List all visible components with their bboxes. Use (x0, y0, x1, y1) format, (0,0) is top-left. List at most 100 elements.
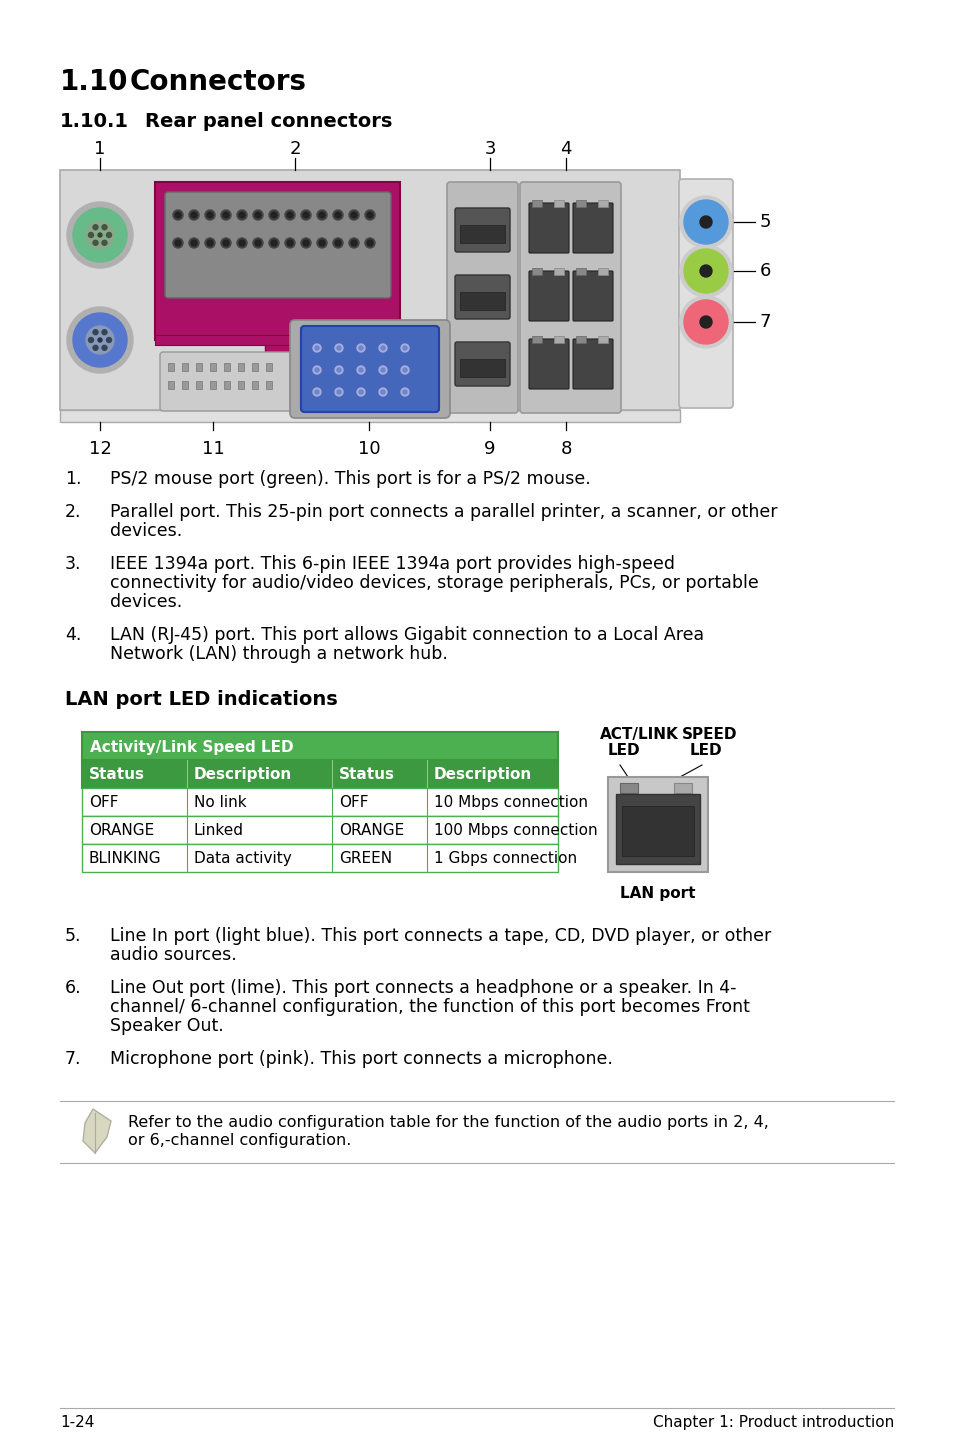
FancyBboxPatch shape (455, 342, 510, 385)
Bar (266, 362, 272, 371)
Text: PS/2 mouse port (green). This port is for a PS/2 mouse.: PS/2 mouse port (green). This port is fo… (110, 470, 590, 487)
FancyBboxPatch shape (447, 183, 517, 413)
Circle shape (335, 344, 343, 352)
Text: 1.10: 1.10 (60, 68, 129, 96)
Circle shape (367, 240, 373, 246)
Bar (237, 381, 244, 390)
Text: ACT/LINK: ACT/LINK (599, 728, 678, 742)
Circle shape (269, 210, 278, 220)
Circle shape (335, 388, 343, 395)
Circle shape (254, 240, 261, 246)
Bar (266, 381, 272, 390)
Circle shape (358, 390, 363, 394)
Circle shape (89, 338, 93, 342)
Circle shape (303, 211, 309, 219)
Circle shape (380, 390, 385, 394)
Bar (619, 784, 638, 792)
Circle shape (301, 210, 311, 220)
Circle shape (174, 240, 181, 246)
Text: LAN port: LAN port (619, 886, 695, 902)
Bar (252, 362, 257, 371)
FancyBboxPatch shape (573, 270, 613, 321)
Text: 10 Mbps connection: 10 Mbps connection (434, 795, 587, 810)
Bar (60, 170, 679, 410)
Circle shape (207, 211, 213, 219)
Circle shape (107, 338, 112, 342)
Bar (224, 362, 230, 371)
Circle shape (380, 368, 385, 372)
Circle shape (318, 240, 325, 246)
Text: No link: No link (193, 795, 247, 810)
Bar (60, 410, 679, 421)
Text: 1 Gbps connection: 1 Gbps connection (434, 851, 577, 866)
Circle shape (349, 239, 358, 247)
Bar (82, 844, 558, 871)
Circle shape (253, 239, 263, 247)
Text: Activity/Link Speed LED: Activity/Link Speed LED (90, 741, 294, 755)
Bar (195, 362, 202, 371)
Bar (598, 336, 607, 344)
Text: 2.: 2. (65, 503, 81, 521)
Bar (182, 381, 188, 390)
Circle shape (349, 210, 358, 220)
Circle shape (89, 233, 93, 237)
Circle shape (98, 233, 102, 237)
Text: 7.: 7. (65, 1050, 81, 1068)
Bar (82, 761, 558, 788)
Circle shape (86, 221, 113, 249)
Text: OFF: OFF (89, 795, 118, 810)
Circle shape (691, 209, 720, 236)
Bar (576, 336, 585, 344)
Bar (154, 183, 399, 339)
Circle shape (318, 211, 325, 219)
Bar (210, 362, 215, 371)
Bar (598, 267, 607, 275)
Text: audio sources.: audio sources. (110, 946, 236, 963)
FancyBboxPatch shape (573, 339, 613, 390)
Circle shape (378, 344, 387, 352)
Circle shape (356, 388, 365, 395)
Circle shape (102, 329, 107, 335)
Text: devices.: devices. (110, 592, 182, 611)
Text: 4: 4 (559, 139, 571, 158)
Circle shape (287, 240, 293, 246)
Bar (532, 336, 541, 344)
Circle shape (285, 210, 294, 220)
Text: Status: Status (338, 766, 395, 782)
Circle shape (313, 367, 320, 374)
Circle shape (351, 240, 356, 246)
Bar (224, 381, 230, 390)
Circle shape (239, 211, 245, 219)
Circle shape (367, 211, 373, 219)
FancyBboxPatch shape (573, 203, 613, 253)
FancyBboxPatch shape (679, 178, 732, 408)
Text: Status: Status (89, 766, 145, 782)
Circle shape (314, 390, 318, 394)
Circle shape (683, 249, 727, 293)
Text: Description: Description (434, 766, 532, 782)
FancyBboxPatch shape (529, 270, 568, 321)
Circle shape (236, 239, 247, 247)
Bar (616, 794, 700, 864)
Circle shape (336, 347, 340, 349)
Circle shape (172, 210, 183, 220)
Circle shape (358, 368, 363, 372)
Circle shape (700, 316, 711, 328)
Bar (237, 362, 244, 371)
FancyBboxPatch shape (160, 352, 297, 411)
Circle shape (174, 211, 181, 219)
Circle shape (378, 367, 387, 374)
Circle shape (365, 239, 375, 247)
Circle shape (73, 209, 127, 262)
Circle shape (402, 347, 407, 349)
Text: 1: 1 (94, 139, 106, 158)
Circle shape (400, 367, 409, 374)
Bar (82, 732, 558, 761)
Circle shape (102, 240, 107, 246)
Text: channel/ 6-channel configuration, the function of this port becomes Front: channel/ 6-channel configuration, the fu… (110, 998, 749, 1017)
Circle shape (98, 338, 102, 342)
Text: Parallel port. This 25-pin port connects a parallel printer, a scanner, or other: Parallel port. This 25-pin port connects… (110, 503, 777, 521)
Text: 1.10.1: 1.10.1 (60, 112, 129, 131)
Circle shape (679, 196, 731, 247)
Circle shape (67, 306, 132, 372)
